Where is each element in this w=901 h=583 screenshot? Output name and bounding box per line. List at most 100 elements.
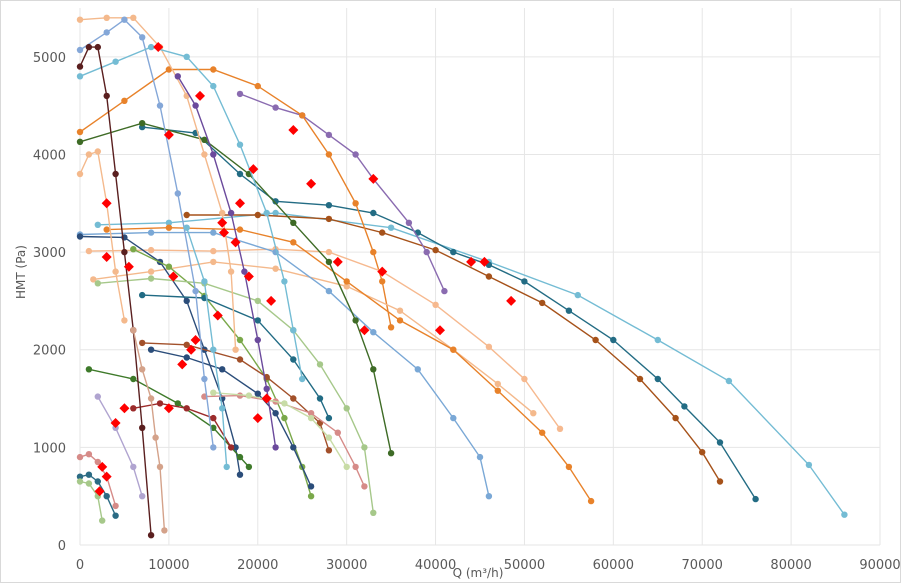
series-14 bbox=[139, 291, 333, 422]
series-23 bbox=[76, 16, 217, 451]
data-point bbox=[94, 280, 102, 287]
data-point bbox=[432, 301, 439, 308]
series-27 bbox=[76, 43, 155, 539]
data-point bbox=[290, 356, 297, 363]
data-point bbox=[130, 327, 137, 334]
data-point bbox=[76, 73, 84, 80]
data-point bbox=[103, 493, 110, 500]
data-point bbox=[610, 336, 617, 344]
data-point bbox=[272, 265, 279, 272]
data-point bbox=[201, 151, 208, 158]
data-point bbox=[201, 375, 208, 383]
data-point bbox=[210, 414, 217, 422]
operating-point-marker bbox=[101, 198, 112, 209]
data-point bbox=[263, 209, 270, 217]
data-point bbox=[130, 14, 137, 21]
data-point bbox=[343, 405, 350, 412]
operating-point-marker bbox=[168, 271, 179, 282]
operating-point-marker bbox=[306, 178, 317, 189]
data-point bbox=[156, 400, 164, 407]
data-point bbox=[112, 58, 119, 65]
data-point bbox=[152, 434, 159, 441]
data-point bbox=[245, 463, 253, 471]
data-point bbox=[379, 278, 386, 285]
data-point bbox=[147, 346, 155, 353]
data-point bbox=[85, 366, 93, 373]
series-line bbox=[204, 394, 366, 487]
data-point bbox=[352, 317, 359, 324]
x-tick-label: 0 bbox=[76, 558, 84, 573]
operating-point-marker bbox=[217, 217, 228, 228]
series-line bbox=[79, 480, 103, 521]
data-point bbox=[94, 221, 102, 228]
data-point bbox=[174, 190, 181, 197]
data-point bbox=[272, 444, 279, 451]
data-point bbox=[370, 366, 377, 373]
data-point bbox=[299, 375, 306, 383]
operating-point-marker bbox=[163, 129, 174, 140]
data-point bbox=[254, 390, 261, 397]
data-point bbox=[539, 299, 546, 307]
data-point bbox=[805, 461, 813, 469]
data-point bbox=[587, 497, 595, 505]
data-point bbox=[112, 512, 119, 519]
series-line bbox=[93, 261, 534, 414]
operating-point-marker bbox=[368, 173, 379, 184]
data-point bbox=[245, 392, 253, 399]
data-point bbox=[254, 317, 261, 324]
data-point bbox=[165, 224, 173, 231]
data-point bbox=[272, 410, 279, 417]
operating-point-marker bbox=[288, 125, 299, 136]
data-point bbox=[219, 405, 226, 412]
data-point bbox=[76, 453, 84, 461]
data-point bbox=[387, 324, 395, 331]
data-point bbox=[130, 405, 137, 412]
data-point bbox=[103, 226, 110, 233]
data-point bbox=[232, 444, 239, 451]
operating-points-layer bbox=[94, 42, 517, 497]
data-point bbox=[227, 444, 235, 451]
operating-point-marker bbox=[266, 295, 277, 306]
data-point bbox=[236, 141, 244, 148]
series-10 bbox=[76, 120, 395, 457]
data-point bbox=[414, 366, 421, 373]
data-point bbox=[210, 346, 217, 353]
data-point bbox=[396, 317, 404, 324]
data-point bbox=[752, 495, 759, 503]
data-point bbox=[161, 527, 168, 534]
series-20 bbox=[130, 400, 235, 451]
data-point bbox=[236, 392, 244, 399]
data-point bbox=[299, 112, 306, 119]
series-layer bbox=[76, 14, 848, 539]
data-point bbox=[423, 248, 430, 256]
operating-point-marker bbox=[252, 413, 263, 424]
operating-point-marker bbox=[377, 266, 388, 277]
x-axis-label: Q (m³/h) bbox=[453, 566, 504, 580]
data-point bbox=[236, 170, 244, 178]
data-point bbox=[450, 346, 457, 353]
data-point bbox=[334, 429, 341, 436]
data-point bbox=[725, 377, 733, 385]
data-point bbox=[325, 202, 333, 209]
data-point bbox=[485, 273, 493, 280]
operating-point-marker bbox=[123, 261, 134, 272]
x-tick-label: 10000 bbox=[148, 558, 189, 573]
data-point bbox=[76, 63, 84, 70]
data-point bbox=[521, 375, 528, 383]
x-tick-label: 90000 bbox=[859, 558, 900, 573]
data-point bbox=[716, 478, 724, 485]
data-point bbox=[574, 291, 581, 299]
series-line bbox=[142, 342, 330, 451]
data-point bbox=[556, 425, 564, 432]
data-point bbox=[441, 287, 448, 295]
data-point bbox=[183, 405, 190, 412]
data-point bbox=[343, 283, 350, 290]
operating-point-marker bbox=[506, 295, 517, 306]
series-line bbox=[142, 294, 330, 419]
data-point bbox=[241, 268, 248, 275]
data-point bbox=[325, 151, 333, 158]
data-point bbox=[76, 473, 84, 480]
data-point bbox=[183, 341, 190, 348]
data-point bbox=[254, 336, 261, 344]
data-point bbox=[183, 354, 190, 361]
